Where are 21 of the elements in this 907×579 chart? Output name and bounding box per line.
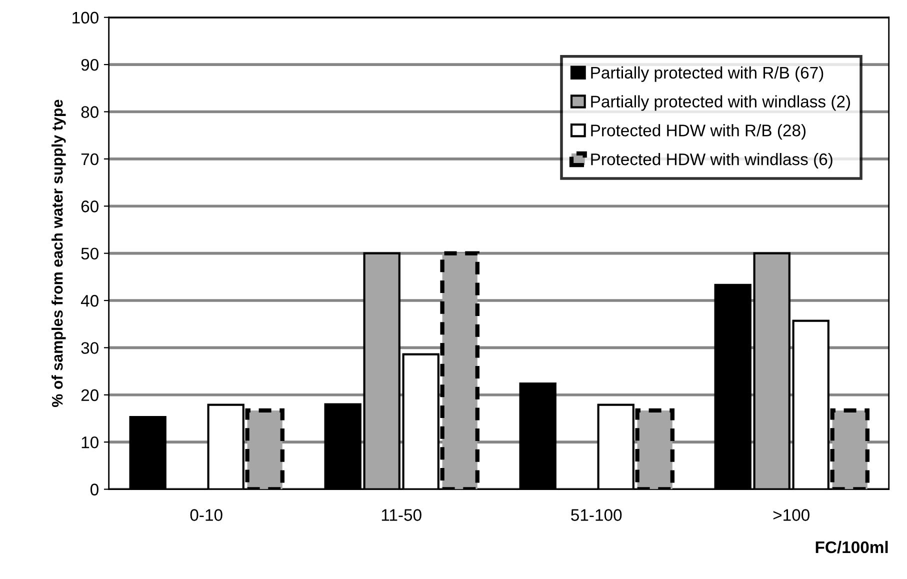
x-tick-label: 0-10	[190, 509, 222, 521]
y-tick-label: 50	[81, 248, 98, 260]
x-tick-label: 11-50	[382, 509, 422, 521]
x-axis-title: FC/100ml	[816, 540, 888, 554]
y-tick-label: 70	[81, 153, 98, 166]
x-tick-label: >100	[773, 509, 810, 521]
legend-label: Protected HDW with windlass (6)	[591, 152, 832, 169]
y-tick-label: 80	[81, 106, 98, 118]
legend-label: Partially protected with windlass (2)	[591, 95, 850, 111]
y-tick-label: 40	[80, 294, 98, 307]
legend-label: Partially protected with R/B (67)	[591, 66, 824, 82]
x-tick-label: 51-100	[571, 509, 622, 521]
y-tick-label: 100	[72, 12, 98, 24]
y-tick-label: 0	[90, 484, 98, 496]
y-tick-label: 10	[82, 436, 98, 448]
y-tick-label: 20	[81, 389, 98, 402]
legend-label: Protected HDW with R/B (28)	[591, 124, 806, 140]
y-tick-label: 90	[81, 58, 98, 71]
y-tick-label: 30	[81, 342, 98, 354]
y-tick-label: 60	[81, 200, 98, 212]
y-axis-title: % of samples from each water supply type	[52, 100, 66, 408]
